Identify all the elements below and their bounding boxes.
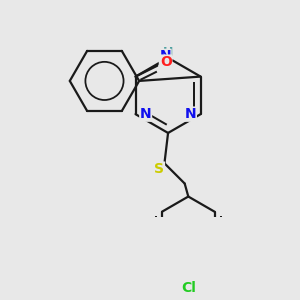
Text: O: O [160,55,172,69]
Text: S: S [154,162,164,176]
Text: N: N [140,107,152,121]
Text: N: N [159,50,171,63]
Text: Cl: Cl [181,281,196,295]
Text: H: H [163,46,173,59]
Text: N: N [185,107,196,121]
